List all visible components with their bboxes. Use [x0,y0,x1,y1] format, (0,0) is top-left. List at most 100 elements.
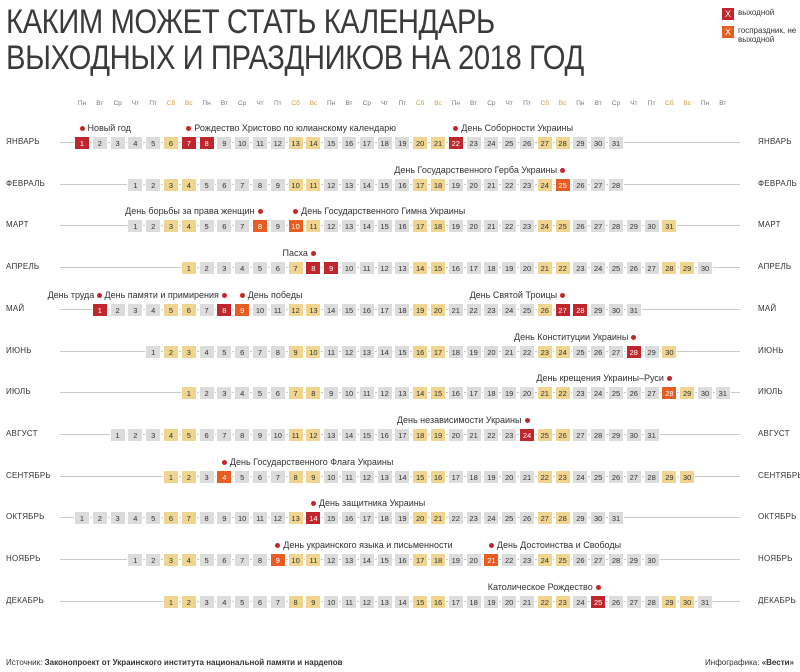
day-cell: 10 [287,177,304,192]
day-cell: 13 [341,177,357,192]
day-cell: 6 [163,136,179,150]
day-cell: 19 [412,302,429,317]
day-cell: 30 [679,594,696,609]
month-name-right: МАРТ [758,220,781,230]
day-cell: 21 [465,427,482,442]
day-cell: 5 [145,136,162,150]
day-cell: 11 [287,427,304,442]
day-cell: 17 [412,219,429,234]
event-marker-icon [488,543,494,548]
day-cell: 11 [252,511,268,526]
day-cell: 26 [625,386,642,401]
month-name-right: ИЮНЬ [758,345,784,355]
event-label: День защитника Украины [308,498,425,509]
month-row: ДЕКАБРЬ ДЕКАБРЬ 1 2 3 4 5 6 7 8 9 10 11 12 13 14 15 16 17 1… [0,582,800,609]
weekday-label: Пн [576,100,585,107]
day-cell: 4 [234,261,251,276]
day-cell: 18 [376,511,393,526]
month-row: АПРЕЛЬ АПРЕЛЬ 1 2 3 4 5 6 7 8 9 10 11 12 13 14 15 16 17 18 1… [0,248,800,276]
weekday-label: Вт [345,100,353,107]
day-cell: 2 [198,261,215,276]
event-text: День крещения Украины–Руси [536,373,664,384]
month-row: ИЮНЬ ИЮНЬ 1 2 3 4 5 6 7 8 9 10 11 12 13 14 15 16 17 18 19 20 2… [0,332,800,359]
day-cell: 16 [358,302,375,317]
day-cell: 19 [447,219,464,234]
day-cell: 23 [519,553,535,567]
day-cell: 6 [216,177,233,192]
day-cell: 15 [358,427,375,442]
event-text: День независимости Украины [396,414,522,425]
day-cell: 7 [287,261,304,276]
day-cell: 10 [234,511,251,526]
day-cell: 30 [679,469,696,484]
event-label: День Государственного Гимна Украины [290,206,465,217]
day-cell: 14 [376,344,393,359]
day-cell: 25 [519,302,535,317]
day-cell: 3 [216,261,233,276]
day-cell: 24 [590,386,607,401]
day-cell: 3 [198,469,215,484]
day-cell: 17 [447,469,464,484]
day-cell: 18 [376,136,393,150]
day-cell: 5 [198,219,215,234]
day-cell: 1 [109,427,126,442]
day-cell: 22 [501,219,518,234]
day-cell: 1 [163,469,179,484]
day-cell: 28 [608,177,624,192]
day-cell: 1 [127,553,144,567]
day-cell: 25 [501,136,518,150]
day-cell: 14 [358,177,375,192]
day-cell: 14 [358,553,375,567]
month-row: АВГУСТ АВГУСТ 1 2 3 4 5 6 7 8 9 10 11 12 13 14 15 16 17 18 1… [0,415,800,442]
day-cell: 13 [358,344,375,359]
weekday-label: Сб [665,100,674,107]
event-text: Католическое Рождество [487,581,593,592]
day-cell: 31 [608,136,624,150]
weekday-label: Сб [291,100,300,107]
day-cell: 2 [163,344,179,359]
event-label: Католическое Рождество [488,582,604,593]
day-cell: 2 [198,386,215,401]
day-cell: 30 [590,511,607,526]
event-label: День Государственного Герба Украины [394,165,568,176]
event-marker-icon [631,334,637,340]
month-name-right: ФЕВРАЛЬ [758,178,797,188]
day-cell: 16 [447,386,464,401]
day-cell: 20 [465,177,482,192]
day-cell: 30 [697,386,713,401]
title-line-1: КАКИМ МОЖЕТ СТАТЬ КАЛЕНДАРЬ [6,3,495,41]
weekday-label: Вт [470,100,478,107]
day-cell: 18 [394,302,411,317]
weekday-label: Чт [505,100,513,107]
day-cell: 21 [483,219,500,234]
day-cell: 9 [252,427,268,442]
day-cell: 18 [447,344,464,359]
day-cell: 17 [376,302,393,317]
month-name-left: ФЕВРАЛЬ [6,178,45,188]
day-cell: 20 [519,261,535,276]
day-cell: 29 [661,594,678,609]
event-marker-icon [239,292,245,298]
month-name-right: ДЕКАБРЬ [758,595,796,605]
day-cell: 7 [180,511,197,526]
day-cell: 22 [501,553,518,567]
day-cell: 26 [572,553,589,567]
weekday-label: Ср [487,100,496,107]
day-cell: 18 [483,386,500,401]
day-cell: 30 [608,302,624,317]
day-cell: 7 [198,302,215,317]
day-cell: 5 [145,511,162,526]
day-cell: 17 [430,344,446,359]
day-cell: 19 [430,427,446,442]
weekday-label: Чт [131,100,140,107]
day-cell: 23 [501,427,518,442]
day-cell: 4 [216,594,233,609]
source-text: Законопроект от Украинского института на… [44,658,343,667]
credit-label: Инфографика: [705,658,760,667]
event-marker-icon [221,292,227,298]
day-cell: 9 [269,177,286,192]
day-cell: 3 [163,219,179,234]
day-cell: 3 [198,594,215,609]
day-cell: 15 [376,553,393,567]
day-cell: 26 [608,594,624,609]
